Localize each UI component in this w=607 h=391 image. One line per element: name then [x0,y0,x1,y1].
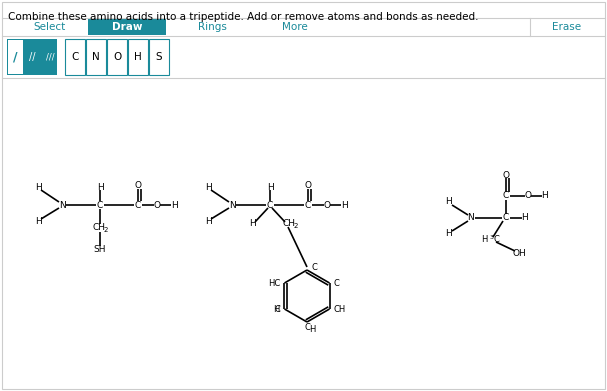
Text: H: H [171,201,177,210]
Text: C: C [304,323,310,332]
Text: C: C [333,278,339,287]
Text: H: H [521,213,528,222]
Text: OH: OH [512,249,526,258]
Text: O: O [503,170,509,179]
Text: N: N [229,201,236,210]
Text: O: O [324,201,330,210]
Text: ///: /// [46,52,54,61]
FancyBboxPatch shape [65,39,85,75]
Text: N: N [92,52,100,62]
Text: O: O [524,192,532,201]
Text: H: H [97,183,103,192]
FancyBboxPatch shape [88,19,166,35]
Text: O: O [305,181,311,190]
Text: C: C [135,201,141,210]
Text: H: H [481,235,487,244]
Text: Erase: Erase [552,22,582,32]
Text: Rings: Rings [197,22,226,32]
Text: CH: CH [282,219,296,228]
Text: O: O [135,181,141,190]
Text: C: C [493,235,499,244]
Text: 3: 3 [490,235,494,240]
Text: Draw: Draw [112,22,142,32]
Text: C: C [305,201,311,210]
Text: H: H [309,325,315,334]
Text: C: C [71,52,79,62]
Text: S: S [155,52,162,62]
Text: C: C [311,264,317,273]
Text: Combine these amino acids into a tripeptide. Add or remove atoms and bonds as ne: Combine these amino acids into a tripept… [8,12,478,22]
Text: H: H [273,305,280,314]
Text: H: H [541,192,548,201]
Text: 2: 2 [104,227,108,233]
Text: H: H [35,217,41,226]
FancyBboxPatch shape [8,40,23,74]
Text: H: H [205,217,211,226]
Text: //: // [29,52,35,62]
Text: C: C [503,213,509,222]
Text: C: C [503,192,509,201]
Text: C: C [274,305,280,314]
Text: H: H [446,230,452,239]
FancyBboxPatch shape [86,39,106,75]
Text: N: N [467,213,475,222]
Text: HC: HC [268,278,280,287]
Text: O: O [113,52,121,62]
Text: H: H [35,183,41,192]
Text: H: H [134,52,142,62]
Text: 2: 2 [294,223,298,229]
Text: More: More [282,22,308,32]
Text: H: H [249,219,256,228]
Text: C: C [97,201,103,210]
Text: O: O [154,201,160,210]
Text: CH: CH [92,224,106,233]
Text: C: C [267,201,273,210]
FancyBboxPatch shape [149,39,169,75]
FancyBboxPatch shape [107,39,127,75]
Text: SH: SH [93,246,106,255]
FancyBboxPatch shape [128,39,148,75]
FancyBboxPatch shape [7,39,57,75]
Text: H: H [341,201,347,210]
Text: H: H [205,183,211,192]
Text: H: H [266,183,273,192]
Text: Select: Select [34,22,66,32]
Text: /: / [13,50,18,63]
Text: CH: CH [333,305,346,314]
Text: N: N [59,201,66,210]
Text: H: H [446,197,452,206]
